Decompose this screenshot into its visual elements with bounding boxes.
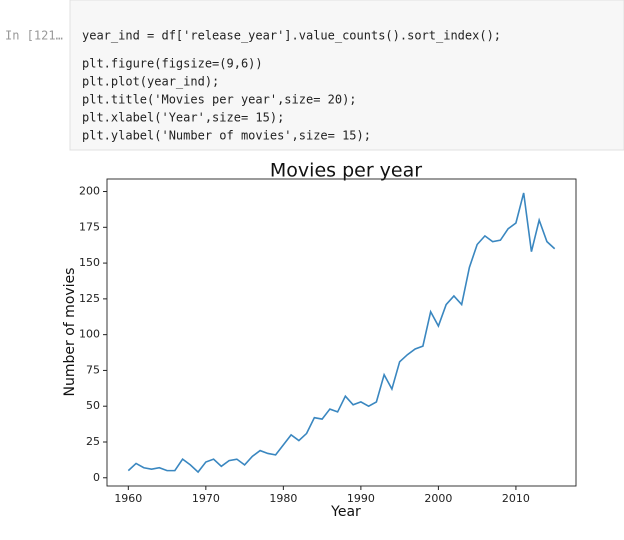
plot-frame [106,178,577,487]
code-line: plt.ylabel('Number of movies',size= 15); [82,129,371,143]
code-line: plt.plot(year_ind); [82,75,219,89]
y-tick-label: 125 [79,292,100,305]
x-tick-label: 1990 [347,492,375,505]
x-tick-label: 1970 [192,492,220,505]
code-line: plt.figure(figsize=(9,6)) [82,57,263,71]
y-tick-label: 175 [79,220,100,233]
y-tick-label: 0 [93,471,100,484]
x-tick-label: 1960 [114,492,142,505]
cell-prompt: In [121… [5,29,63,43]
x-tick-label: 2010 [502,492,530,505]
chart-title: Movies per year [270,160,422,182]
data-line [127,192,556,474]
code-line: year_ind = df['release_year'].value_coun… [82,29,501,43]
y-tick-label: 150 [79,256,100,269]
y-tick-label: 75 [86,363,100,376]
y-tick-label: 25 [86,435,100,448]
code-line: plt.title('Movies per year',size= 20); [82,93,357,107]
code-cell[interactable] [69,0,624,151]
y-tick-label: 100 [79,328,100,341]
y-tick-label: 200 [79,185,100,198]
y-tick-label: 50 [86,399,100,412]
x-tick-label: 1980 [269,492,297,505]
y-axis-label: Number of movies [62,268,78,397]
code-line: plt.xlabel('Year',size= 15); [82,111,284,125]
x-axis-label: Year [330,504,361,520]
x-tick-label: 2000 [424,492,452,505]
